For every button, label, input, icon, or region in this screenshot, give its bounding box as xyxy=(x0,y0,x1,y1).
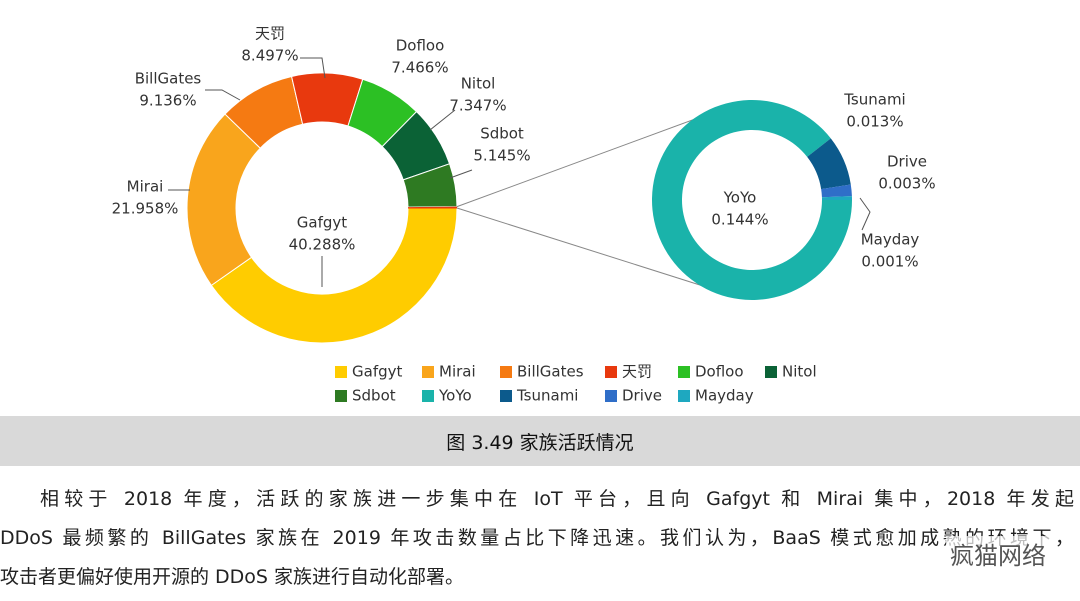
slice-value-label: 0.144% xyxy=(711,211,768,229)
slice-label: Mayday xyxy=(861,231,920,249)
legend-swatch xyxy=(605,366,617,378)
legend-label: Tsunami xyxy=(516,387,578,405)
paragraph-line: 相较于 2018 年度，活跃的家族进一步集中在 IoT 平台，且向 Gafgyt… xyxy=(40,488,1074,510)
legend-label: 天罚 xyxy=(622,363,652,381)
slice-value-label: 8.497% xyxy=(241,47,298,65)
legend-label: Drive xyxy=(622,387,662,405)
slice-label: Gafgyt xyxy=(297,214,347,232)
slice-label: Dofloo xyxy=(396,37,445,55)
slice-label: BillGates xyxy=(135,70,202,88)
slice-value-label: 40.288% xyxy=(289,236,356,254)
slice-value-label: 7.347% xyxy=(449,97,506,115)
slice-label: Mirai xyxy=(127,178,164,196)
slice-label: Tsunami xyxy=(843,91,905,109)
legend-swatch xyxy=(765,366,777,378)
chart: Gafgyt 40.288% Mirai 21.958% BillGates 9.136%… xyxy=(112,25,936,405)
leader-line xyxy=(429,109,456,131)
legend-swatch xyxy=(335,366,347,378)
slice-value-label: 9.136% xyxy=(139,92,196,110)
slice-value-label: 5.145% xyxy=(473,147,530,165)
legend-label: Nitol xyxy=(782,363,817,381)
slice-value-label: 7.466% xyxy=(391,59,448,77)
legend-label: Sdbot xyxy=(352,387,396,405)
legend-label: Gafgyt xyxy=(352,363,402,381)
detail-slice xyxy=(821,184,852,198)
slice-value-label: 0.001% xyxy=(861,253,918,271)
legend-label: Dofloo xyxy=(695,363,744,381)
legend-swatch xyxy=(500,390,512,402)
paragraph-line: 攻击者更偏好使用开源的 DDoS 家族进行自动化部署。 xyxy=(0,566,465,588)
detail-slice xyxy=(652,100,852,301)
slice-value-label: 0.013% xyxy=(846,113,903,131)
leader-line xyxy=(205,89,241,101)
legend-swatch xyxy=(678,390,690,402)
leader-line xyxy=(300,57,326,79)
donut-slice xyxy=(407,207,457,209)
donut-slice xyxy=(210,207,458,344)
legend-label: BillGates xyxy=(517,363,584,381)
legend-swatch xyxy=(605,390,617,402)
leader-line xyxy=(859,197,871,231)
leader-line xyxy=(449,169,473,179)
connector xyxy=(456,207,745,300)
legend-label: Mirai xyxy=(439,363,476,381)
slice-value-label: 21.958% xyxy=(112,200,179,218)
slice-label: YoYo xyxy=(723,189,757,207)
legend-label: YoYo xyxy=(438,387,472,405)
legend-swatch xyxy=(678,366,690,378)
slice-label: 天罚 xyxy=(255,25,285,43)
legend-swatch xyxy=(500,366,512,378)
legend-swatch xyxy=(335,390,347,402)
slice-label: Drive xyxy=(887,153,927,171)
detail-slice xyxy=(821,196,852,200)
slice-label: Nitol xyxy=(461,75,496,93)
legend-swatch xyxy=(422,390,434,402)
slice-label: Sdbot xyxy=(480,125,524,143)
slice-value-label: 0.003% xyxy=(878,175,935,193)
detail-slice xyxy=(807,138,851,190)
caption: 图 3.49 家族活跃情况 xyxy=(0,416,1080,466)
legend-swatch xyxy=(422,366,434,378)
paragraph-line: DDoS 最频繁的 BillGates 家族在 2019 年攻击数量占比下降迅速… xyxy=(0,527,1074,549)
legend-label: Mayday xyxy=(695,387,754,405)
watermark: 疯猫网络 xyxy=(946,536,1050,571)
